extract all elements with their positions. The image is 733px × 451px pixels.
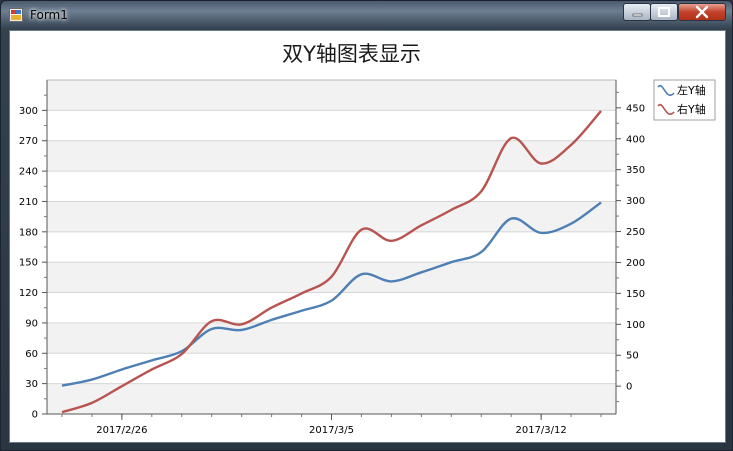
x-tick-label: 2017/3/12 <box>515 425 566 436</box>
right-y-tick-label: 250 <box>626 227 645 238</box>
grid-band <box>47 201 616 232</box>
form-client-area: 双Y轴图表显示 0 30 60 90 120 150 180 210 240 270 300 0 50… <box>9 30 726 443</box>
close-icon <box>695 5 709 19</box>
left-y-tick-label: 180 <box>19 227 38 238</box>
app-icon <box>9 8 23 22</box>
x-tick-label: 2017/2/26 <box>96 425 147 436</box>
plot-area <box>46 79 617 415</box>
x-tick-label: 2017/3/5 <box>309 425 354 436</box>
window-title: Form1 <box>30 8 68 22</box>
left-y-tick-label: 0 <box>32 410 38 421</box>
grid-band <box>47 140 616 172</box>
left-y-tick-label: 120 <box>19 288 38 299</box>
title-bar[interactable]: Form1 <box>1 1 732 29</box>
series-line-left <box>61 201 602 387</box>
left-y-tick-label: 30 <box>25 379 38 390</box>
grid-band <box>47 80 616 111</box>
left-y-tick-label: 210 <box>19 197 38 208</box>
left-y-tick-label: 300 <box>19 106 38 117</box>
legend-swatch <box>657 103 675 115</box>
chart-title: 双Y轴图表显示 <box>282 42 421 66</box>
left-y-tick-label: 90 <box>25 318 38 329</box>
left-y-tick-label: 150 <box>19 258 38 269</box>
right-y-tick-label: 400 <box>626 134 645 145</box>
dual-axis-line-chart: 双Y轴图表显示 0 30 60 90 120 150 180 210 240 270 300 0 50… <box>19 42 716 436</box>
right-y-tick-label: 200 <box>626 258 645 269</box>
minimize-icon <box>632 13 643 17</box>
left-y-tick-label: 240 <box>19 167 38 178</box>
right-y-tick-label: 150 <box>626 289 645 300</box>
right-y-tick-label: 300 <box>626 196 645 207</box>
right-y-tick-label: 0 <box>626 382 632 393</box>
grid-band <box>47 383 616 414</box>
close-button[interactable] <box>678 3 726 21</box>
left-y-tick-label: 60 <box>25 349 38 360</box>
left-y-tick-label: 270 <box>19 136 38 147</box>
legend-box <box>653 79 716 121</box>
maximize-icon <box>658 7 670 17</box>
legend-swatch <box>657 84 675 96</box>
maximize-button[interactable] <box>650 3 678 21</box>
right-y-tick-label: 350 <box>626 165 645 176</box>
right-y-tick-label: 100 <box>626 320 645 331</box>
grid-band <box>47 322 616 354</box>
legend-entry-label: 右Y轴 <box>677 102 706 116</box>
legend-entry-label: 左Y轴 <box>677 83 706 97</box>
right-y-tick-label: 50 <box>626 351 639 362</box>
series-line-right <box>61 110 602 414</box>
minimize-button[interactable] <box>623 3 651 21</box>
right-y-tick-label: 450 <box>626 103 645 114</box>
